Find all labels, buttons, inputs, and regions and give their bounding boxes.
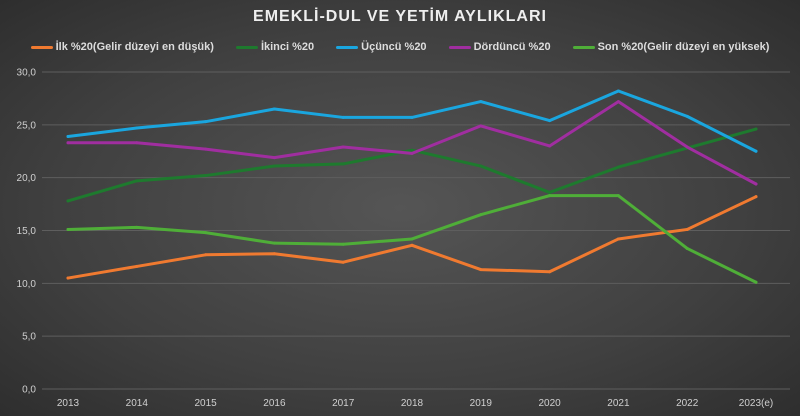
data-point	[135, 179, 139, 183]
series-line	[66, 127, 758, 203]
data-point	[410, 115, 414, 119]
data-point	[616, 194, 620, 198]
data-point	[616, 89, 620, 93]
legend-swatch	[572, 45, 595, 49]
legend-swatch	[30, 45, 53, 49]
legend-swatch	[448, 45, 471, 49]
legend-swatch	[336, 45, 359, 49]
data-point	[341, 260, 345, 264]
data-point	[479, 164, 483, 168]
data-point	[341, 115, 345, 119]
data-point	[341, 162, 345, 166]
data-point	[616, 165, 620, 169]
data-point	[272, 156, 276, 160]
data-point	[272, 107, 276, 111]
data-point	[754, 182, 758, 186]
legend: İlk %20(Gelir düzeyi en düşük) İkinci %20…	[0, 41, 800, 53]
data-point	[66, 276, 70, 280]
chart-title: EMEKLİ-DUL VE YETİM AYLIKLARI	[253, 8, 547, 25]
data-point	[548, 194, 552, 198]
data-point	[479, 124, 483, 128]
data-point	[754, 149, 758, 153]
legend-label: İkinci %20	[260, 41, 315, 53]
data-point	[66, 134, 70, 138]
data-point	[135, 126, 139, 130]
x-tick-label: 2020	[538, 398, 561, 409]
data-point	[479, 213, 483, 217]
data-point	[272, 241, 276, 245]
legend-item: Üçüncü %20	[336, 41, 427, 53]
data-point	[66, 227, 70, 231]
data-point	[135, 264, 139, 268]
legend-swatch	[235, 45, 258, 49]
data-point	[341, 145, 345, 149]
data-point	[479, 100, 483, 104]
data-point	[754, 127, 758, 131]
data-point	[479, 268, 483, 272]
x-tick-label: 2018	[401, 398, 424, 409]
x-tick-label: 2014	[126, 398, 149, 409]
data-point	[66, 199, 70, 203]
data-point	[410, 243, 414, 247]
x-tick-label: 2021	[607, 398, 630, 409]
x-tick-label: 2016	[263, 398, 286, 409]
legend-item: Son %20(Gelir düzeyi en yüksek)	[572, 41, 770, 53]
legend-item: İlk %20(Gelir düzeyi en düşük)	[30, 41, 214, 53]
legend-label: Son %20(Gelir düzeyi en yüksek)	[597, 41, 770, 53]
y-tick-label: 20,0	[17, 173, 37, 184]
x-tick-label: 2023(e)	[739, 398, 773, 409]
data-point	[685, 246, 689, 250]
data-point	[204, 174, 208, 178]
data-point	[410, 237, 414, 241]
data-point	[204, 231, 208, 235]
series-line	[66, 100, 758, 186]
series-line	[66, 89, 758, 153]
y-tick-label: 15,0	[17, 226, 37, 237]
y-tick-label: 0,0	[22, 385, 36, 396]
legend-label: Dördüncü %20	[473, 41, 551, 53]
legend-item: İkinci %20	[235, 41, 315, 53]
data-point	[135, 225, 139, 229]
x-tick-label: 2019	[470, 398, 493, 409]
data-point	[616, 237, 620, 241]
y-tick-label: 5,0	[22, 332, 36, 343]
data-point	[410, 148, 414, 152]
data-point	[204, 120, 208, 124]
x-tick-label: 2015	[194, 398, 217, 409]
data-point	[204, 147, 208, 151]
data-point	[341, 242, 345, 246]
data-point	[272, 164, 276, 168]
y-tick-label: 25,0	[17, 120, 37, 131]
data-point	[548, 119, 552, 123]
data-point	[135, 141, 139, 145]
x-tick-label: 2022	[676, 398, 699, 409]
x-tick-label: 2013	[57, 398, 80, 409]
data-point	[272, 252, 276, 256]
data-point	[685, 145, 689, 149]
y-tick-label: 30,0	[17, 68, 37, 79]
data-point	[548, 190, 552, 194]
legend-label: Üçüncü %20	[361, 41, 427, 53]
legend-item: Dördüncü %20	[448, 41, 551, 53]
data-point	[754, 195, 758, 199]
data-point	[754, 280, 758, 284]
data-point	[410, 151, 414, 155]
data-point	[685, 114, 689, 118]
data-point	[616, 100, 620, 104]
data-point	[685, 227, 689, 231]
legend-label: İlk %20(Gelir düzeyi en düşük)	[55, 41, 214, 53]
y-tick-label: 10,0	[17, 279, 37, 290]
data-point	[66, 141, 70, 145]
data-point	[548, 270, 552, 274]
data-point	[204, 253, 208, 257]
data-point	[548, 144, 552, 148]
x-tick-label: 2017	[332, 398, 355, 409]
